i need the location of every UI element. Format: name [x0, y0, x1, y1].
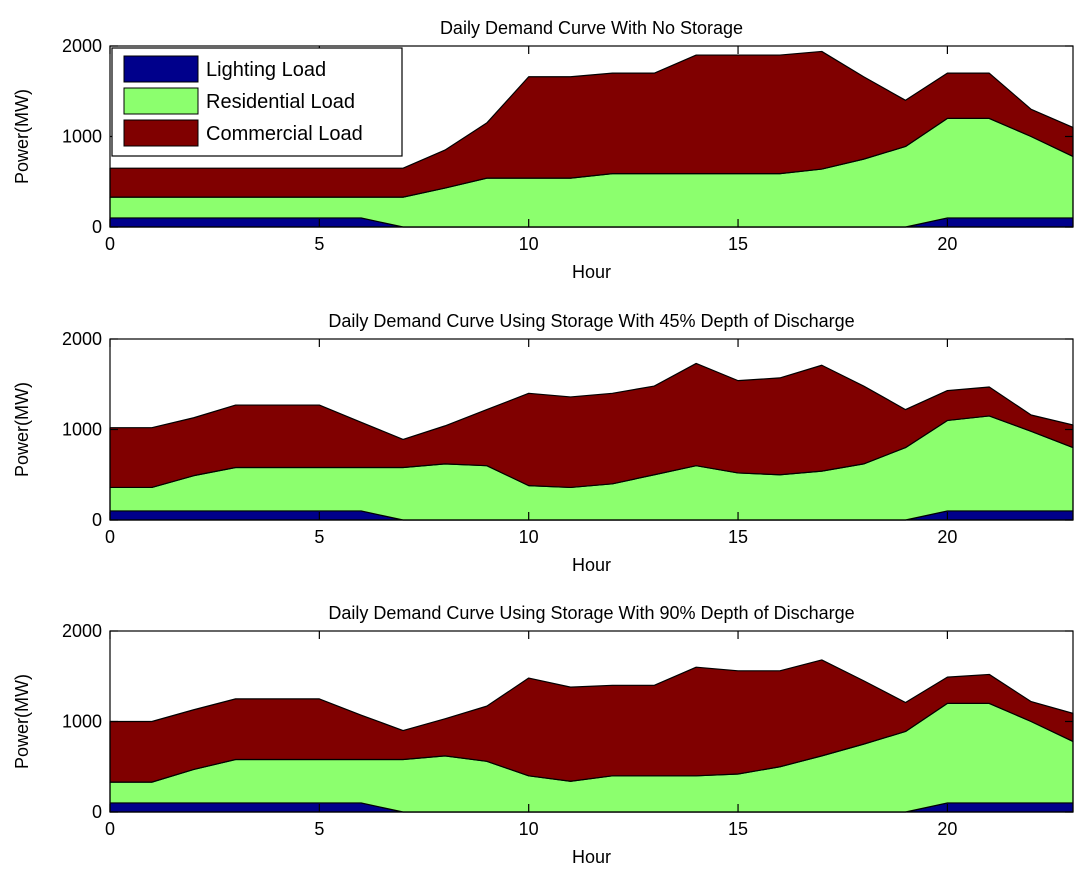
- legend-label-lighting: Lighting Load: [206, 59, 326, 81]
- y-tick-label: 1000: [62, 712, 102, 732]
- chart-title: Daily Demand Curve With No Storage: [440, 18, 743, 38]
- y-tick-label: 2000: [62, 36, 102, 56]
- x-tick-label: 20: [937, 819, 957, 839]
- legend-swatch-lighting: [124, 56, 198, 82]
- y-tick-label: 0: [92, 217, 102, 237]
- y-tick-label: 2000: [62, 621, 102, 641]
- y-tick-label: 1000: [62, 420, 102, 440]
- x-tick-label: 5: [314, 234, 324, 254]
- x-tick-label: 15: [728, 234, 748, 254]
- x-tick-label: 10: [519, 527, 539, 547]
- x-tick-label: 0: [105, 819, 115, 839]
- chart-title: Daily Demand Curve Using Storage With 45…: [328, 311, 854, 331]
- x-tick-label: 10: [519, 819, 539, 839]
- x-tick-label: 5: [314, 819, 324, 839]
- y-axis-label: Power(MW): [12, 674, 32, 769]
- legend-swatch-residential: [124, 88, 198, 114]
- chart-panel-2: 0 5 10 15 20 0 1000 2000 Daily Demand Curve Usin…: [12, 311, 1073, 575]
- y-axis-label: Power(MW): [12, 89, 32, 184]
- y-tick-label: 1000: [62, 127, 102, 147]
- x-tick-label: 0: [105, 234, 115, 254]
- chart-panel-3: 0 5 10 15 20 0 1000 2000 Daily Demand Curve Usin…: [12, 603, 1073, 867]
- x-tick-label: 15: [728, 819, 748, 839]
- x-tick-label: 0: [105, 527, 115, 547]
- y-tick-label: 0: [92, 802, 102, 822]
- y-axis-label: Power(MW): [12, 382, 32, 477]
- legend: Lighting Load Residential Load Commercial …: [112, 48, 402, 156]
- chart-title: Daily Demand Curve Using Storage With 90…: [328, 603, 854, 623]
- x-axis-label: Hour: [572, 555, 611, 575]
- x-tick-label: 20: [937, 527, 957, 547]
- x-axis-label: Hour: [572, 262, 611, 282]
- x-tick-label: 20: [937, 234, 957, 254]
- legend-label-residential: Residential Load: [206, 91, 355, 113]
- x-tick-label: 10: [519, 234, 539, 254]
- x-tick-label: 15: [728, 527, 748, 547]
- x-axis-label: Hour: [572, 847, 611, 867]
- legend-label-commercial: Commercial Load: [206, 123, 363, 145]
- y-tick-label: 2000: [62, 329, 102, 349]
- legend-swatch-commercial: [124, 120, 198, 146]
- chart-panel-1: 0 5 10 15 20 0 1000 2000 Daily Demand Curve With…: [12, 18, 1073, 282]
- x-tick-label: 5: [314, 527, 324, 547]
- y-tick-label: 0: [92, 510, 102, 530]
